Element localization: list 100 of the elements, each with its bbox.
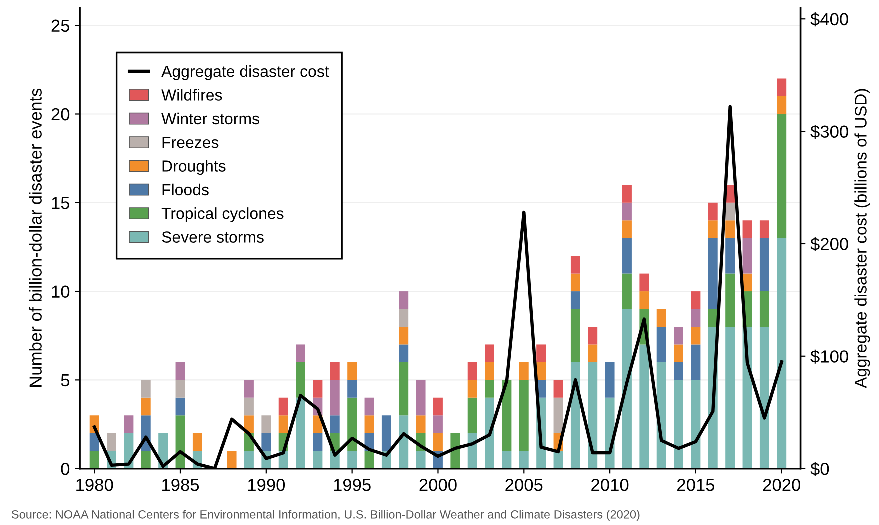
bar bbox=[691, 380, 701, 469]
bar bbox=[726, 202, 736, 221]
bar bbox=[399, 326, 409, 345]
bar bbox=[777, 78, 787, 97]
bar bbox=[708, 202, 718, 221]
x-tick-label: 2000 bbox=[420, 479, 457, 492]
bar bbox=[708, 238, 718, 310]
bar bbox=[708, 220, 718, 238]
bar bbox=[313, 451, 323, 469]
bar bbox=[674, 344, 684, 362]
bar bbox=[296, 344, 306, 362]
x-tick-label: 1985 bbox=[162, 479, 200, 492]
bar bbox=[554, 398, 564, 434]
bar bbox=[777, 238, 787, 469]
y2-tick-label: $400 bbox=[810, 12, 848, 27]
bar bbox=[691, 344, 701, 380]
bar bbox=[502, 380, 512, 452]
bar bbox=[399, 416, 409, 469]
bar bbox=[468, 380, 478, 398]
bar bbox=[570, 274, 580, 292]
y-tick-label: 25 bbox=[52, 20, 70, 32]
bar bbox=[434, 433, 443, 452]
legend-label: Floods bbox=[162, 184, 209, 196]
y2-axis-title: Aggregate disaster cost (billions of USD) bbox=[854, 89, 870, 388]
bar bbox=[485, 380, 494, 398]
bar bbox=[399, 292, 409, 310]
bar bbox=[760, 238, 770, 292]
bar bbox=[656, 326, 666, 362]
bar bbox=[330, 416, 340, 434]
legend-label: Winter storms bbox=[162, 112, 260, 125]
x-tick-label: 2005 bbox=[506, 479, 543, 492]
bar bbox=[330, 380, 340, 416]
y-tick-label: 15 bbox=[52, 197, 70, 210]
y-axis-title: Number of billion-dollar disaster events bbox=[29, 88, 42, 387]
bar bbox=[176, 398, 186, 416]
legend-label: Severe storms bbox=[162, 232, 264, 243]
bar bbox=[570, 309, 580, 362]
bar bbox=[382, 416, 392, 452]
bar bbox=[176, 362, 186, 380]
bar bbox=[605, 362, 615, 398]
bar bbox=[141, 451, 151, 469]
x-tick-label: 2015 bbox=[678, 479, 715, 492]
bar bbox=[296, 362, 306, 398]
bar bbox=[588, 362, 598, 469]
y-tick-label: 0 bbox=[61, 462, 70, 476]
bar bbox=[330, 362, 340, 380]
bar bbox=[588, 326, 598, 345]
bar bbox=[519, 380, 529, 452]
bar bbox=[313, 380, 323, 398]
bar bbox=[726, 274, 736, 327]
bar bbox=[278, 398, 288, 416]
y2-tick-label: $200 bbox=[810, 237, 848, 252]
bar bbox=[227, 451, 237, 469]
legend-label: Wildfires bbox=[162, 89, 222, 101]
x-tick-label: 1980 bbox=[76, 479, 114, 492]
bar bbox=[313, 433, 323, 452]
bar bbox=[296, 398, 306, 469]
bar bbox=[502, 451, 512, 469]
bar bbox=[519, 362, 529, 380]
bar bbox=[416, 416, 426, 434]
bar bbox=[742, 220, 752, 238]
bar bbox=[399, 344, 409, 362]
bar bbox=[399, 309, 409, 327]
bar bbox=[416, 380, 426, 416]
bar bbox=[468, 362, 478, 380]
bar bbox=[192, 433, 202, 452]
bar bbox=[726, 238, 736, 274]
bar bbox=[622, 220, 632, 238]
bar bbox=[536, 362, 546, 380]
bar bbox=[588, 344, 598, 362]
bar bbox=[760, 292, 770, 327]
bar bbox=[674, 326, 684, 345]
bar bbox=[622, 309, 632, 469]
bar bbox=[244, 398, 254, 416]
bar bbox=[622, 202, 632, 221]
bar bbox=[536, 344, 546, 362]
bar bbox=[468, 398, 478, 434]
bar bbox=[760, 326, 770, 469]
y-tick-label: 20 bbox=[52, 108, 70, 121]
bar bbox=[777, 96, 787, 114]
bar bbox=[107, 433, 116, 452]
bar bbox=[674, 380, 684, 469]
bar bbox=[244, 451, 254, 469]
bar bbox=[399, 362, 409, 416]
y2-tick-label: $0 bbox=[810, 462, 830, 476]
source-note: Source: NOAA National Centers for Environmental Information, U.S. Billion-Dollar Weather and Climate Disasters (2020) bbox=[12, 510, 640, 522]
bar bbox=[640, 274, 650, 292]
bar bbox=[726, 220, 736, 238]
bar bbox=[141, 380, 151, 398]
bar bbox=[691, 309, 701, 327]
legend-label: Droughts bbox=[162, 160, 226, 176]
bar bbox=[262, 416, 272, 434]
bar bbox=[262, 433, 272, 452]
bar bbox=[570, 256, 580, 274]
bar bbox=[622, 274, 632, 310]
bar bbox=[348, 451, 358, 469]
bar bbox=[742, 238, 752, 274]
bar bbox=[674, 362, 684, 380]
bar bbox=[278, 416, 288, 434]
bar bbox=[348, 362, 358, 380]
